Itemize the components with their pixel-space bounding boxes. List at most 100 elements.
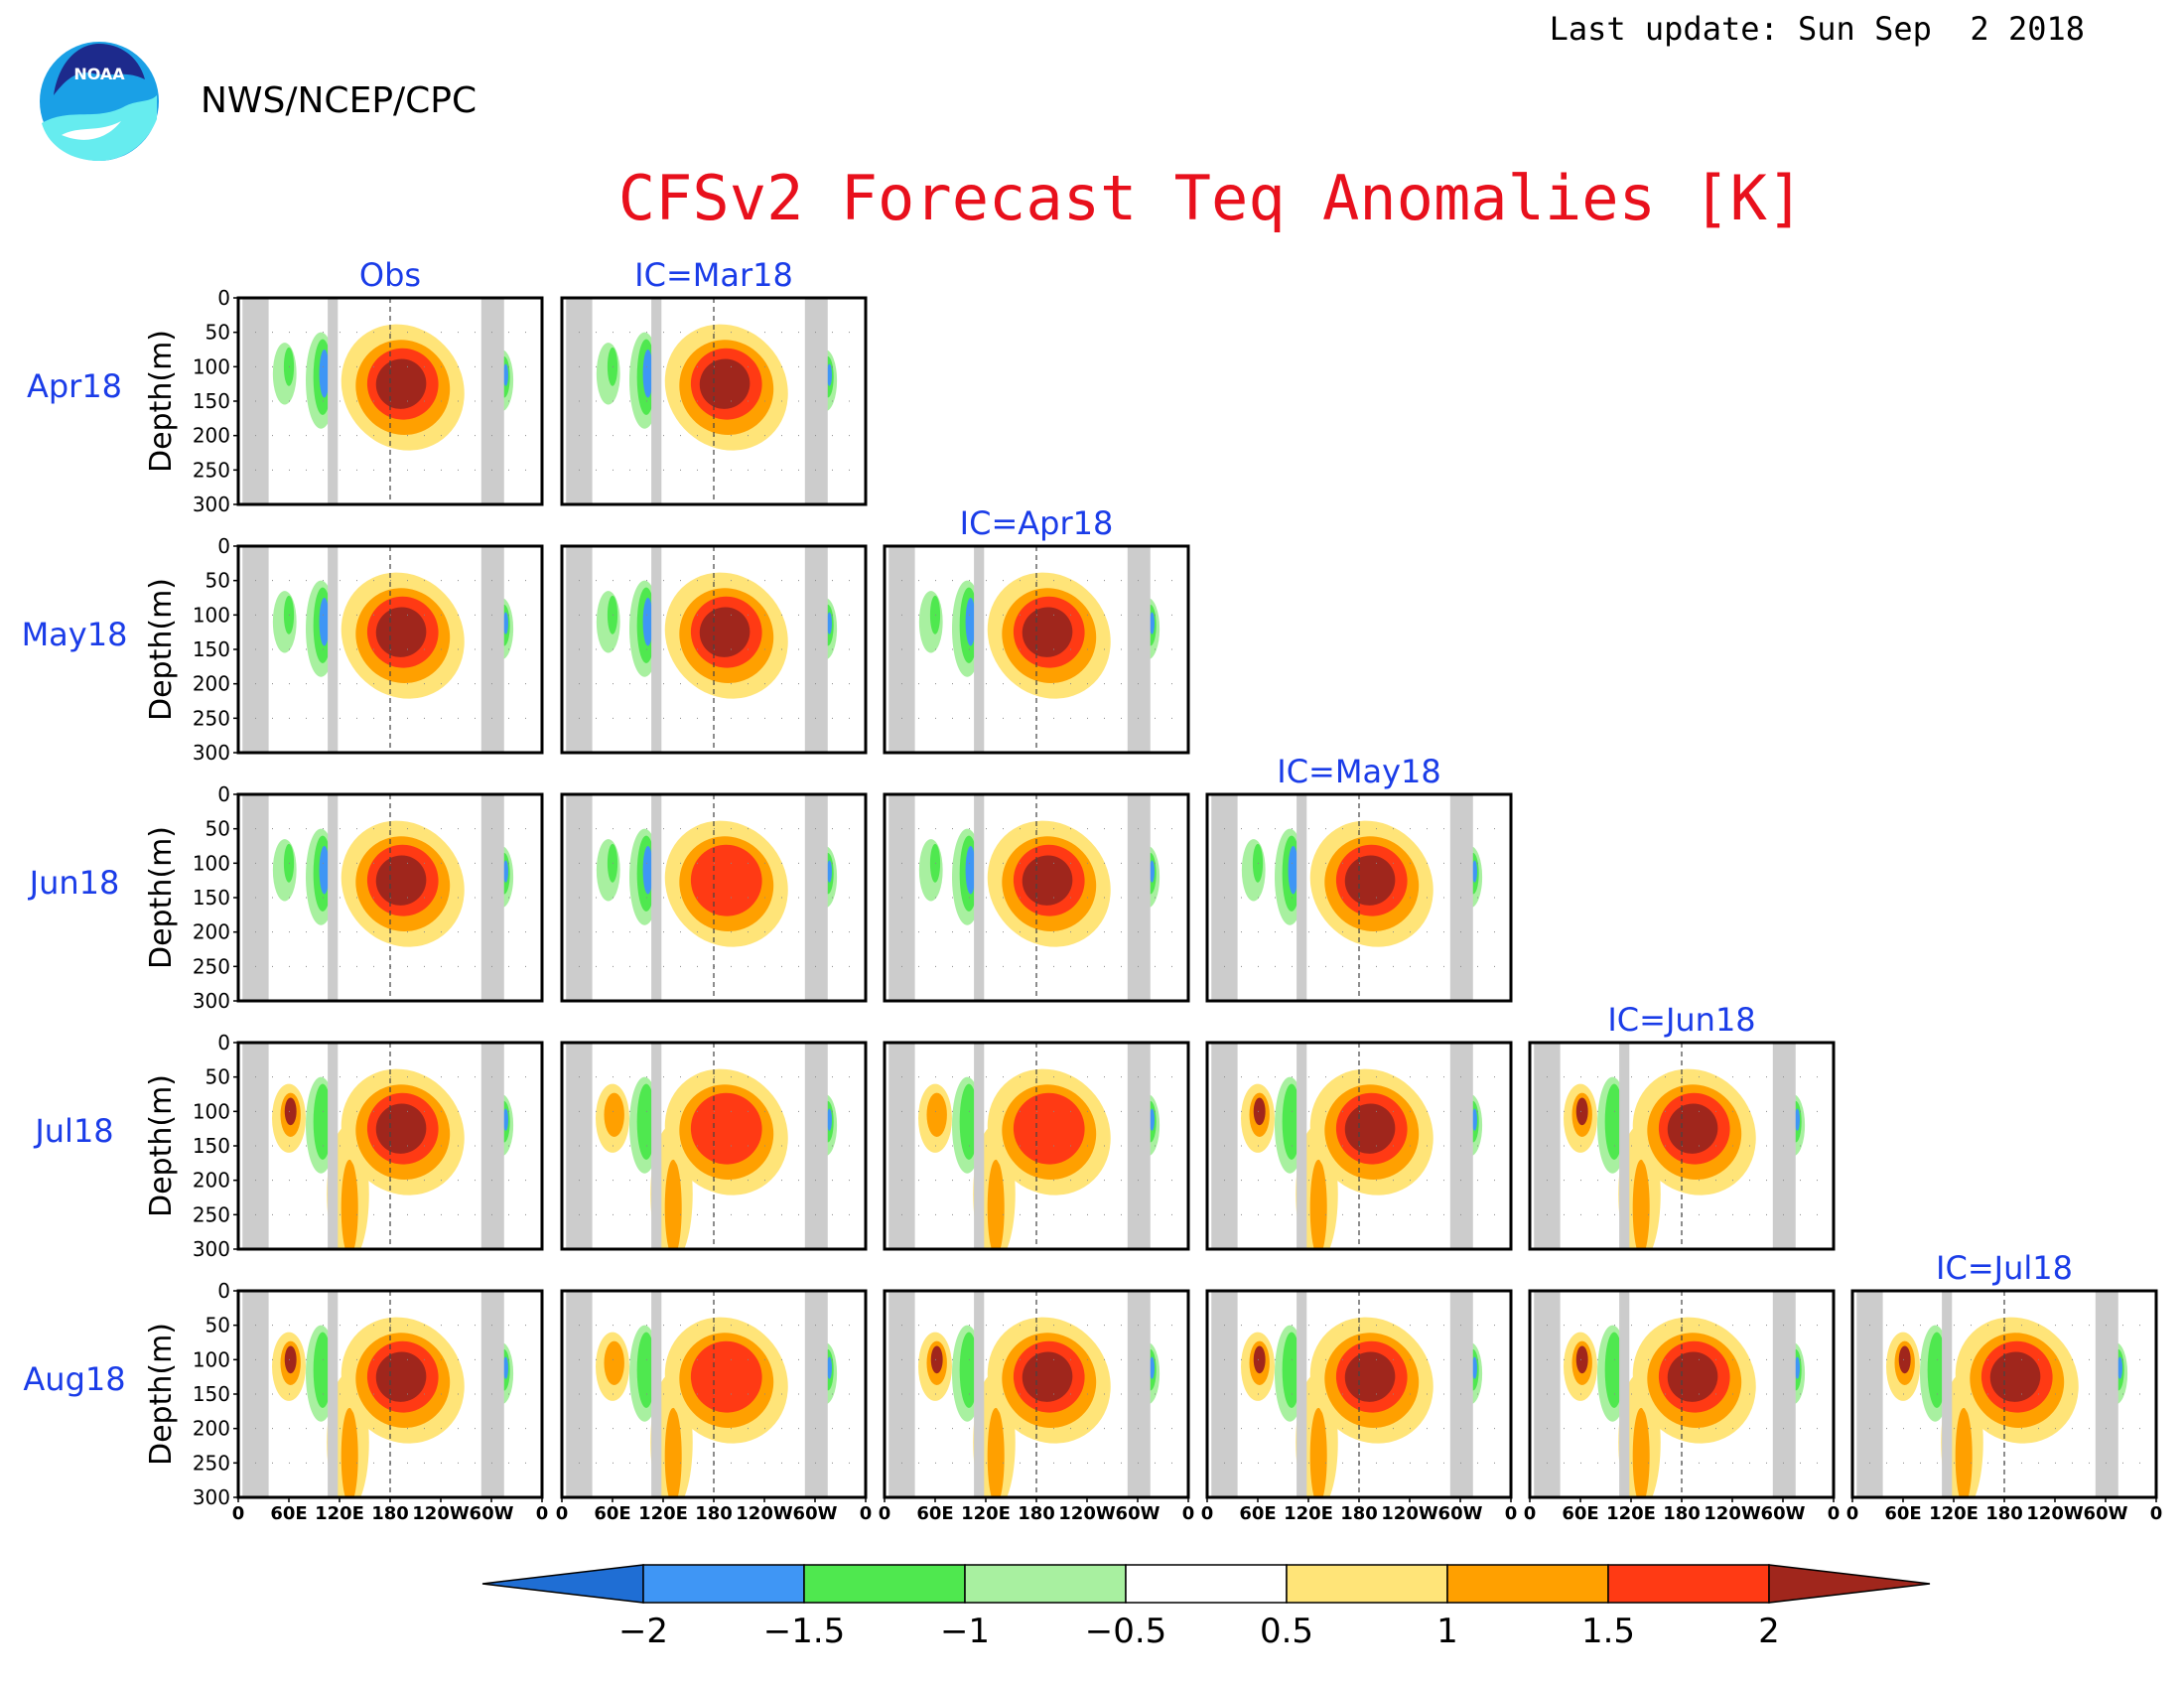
- colorbar-label: −1.5: [763, 1612, 846, 1651]
- x-tick-label: 120W: [1058, 1503, 1116, 1524]
- land-mask: [1297, 1291, 1307, 1497]
- x-tick-label: 60W: [470, 1503, 514, 1524]
- land-mask: [974, 1291, 985, 1497]
- x-tick-label: 180: [1340, 1503, 1378, 1524]
- land-mask: [651, 298, 662, 504]
- forecast-panel: 0 60E 120E 180 120W 60W 0: [1201, 1289, 1517, 1524]
- forecast-panel: 0 60E 120E 180 120W 60W 0: [1846, 1289, 2162, 1524]
- land-mask: [974, 794, 985, 1001]
- x-tick-label: 60W: [2084, 1503, 2128, 1524]
- panel-header: IC=Mar18: [634, 256, 793, 294]
- x-tick-label: 60W: [793, 1503, 838, 1524]
- land-mask: [804, 1043, 828, 1249]
- x-tick-label: 120E: [315, 1503, 364, 1524]
- x-tick-label: 0: [536, 1503, 549, 1524]
- y-tick-label: 200: [193, 1417, 230, 1441]
- forecast-panel: 0 50 100 150 200 250 300 Depth(m): [144, 782, 544, 1013]
- y-tick-label: 100: [193, 1099, 230, 1123]
- x-tick-label: 0: [1524, 1503, 1537, 1524]
- forecast-panel: [560, 1041, 868, 1251]
- agency-label: NWS/NCEP/CPC: [201, 80, 477, 121]
- y-tick-label: 200: [193, 424, 230, 448]
- panel-header: IC=Apr18: [960, 504, 1114, 542]
- land-mask: [480, 794, 504, 1001]
- row-label: Aug18: [23, 1360, 125, 1398]
- y-tick-label: 250: [193, 706, 230, 730]
- colorbar-label: −2: [618, 1612, 668, 1651]
- y-tick-label: 300: [193, 492, 230, 516]
- y-tick-label: 150: [193, 1134, 230, 1158]
- y-tick-label: 250: [193, 954, 230, 978]
- land-mask: [651, 546, 662, 753]
- x-tick-label: 120W: [412, 1503, 470, 1524]
- x-tick-label: 60W: [1761, 1503, 1806, 1524]
- forecast-panel: 0 50 100 150 200 250 300 Depth(m): [144, 534, 544, 765]
- forecast-panel: [1528, 1041, 1836, 1251]
- forecast-panel: 0 50 100 150 200 250 300 Depth(m) 0 60E 120E 180 120…: [144, 1279, 548, 1524]
- land-mask: [651, 1291, 662, 1497]
- forecast-panel: [883, 792, 1190, 1003]
- x-tick-label: 180: [1018, 1503, 1055, 1524]
- colorbar-swatch: [1607, 1564, 1770, 1604]
- land-mask: [804, 298, 828, 504]
- row-label: May18: [22, 616, 128, 653]
- y-tick-label: 50: [205, 321, 230, 345]
- y-tick-label: 50: [205, 817, 230, 841]
- x-tick-label: 120E: [1284, 1503, 1333, 1524]
- y-tick-label: 50: [205, 1065, 230, 1089]
- land-mask: [1297, 1043, 1307, 1249]
- land-mask: [2095, 1291, 2118, 1497]
- panel-header: IC=Jul18: [1936, 1249, 2073, 1287]
- x-tick-label: 180: [1663, 1503, 1701, 1524]
- colorbar-high-arrow: [1768, 1564, 1931, 1604]
- row-label: Jun18: [28, 864, 120, 902]
- y-tick-label: 250: [193, 1451, 230, 1475]
- land-mask: [328, 794, 339, 1001]
- chart-title: CFSv2 Forecast Teq Anomalies [K]: [618, 162, 1804, 234]
- y-tick-label: 100: [193, 1347, 230, 1371]
- colorbar-label: 2: [1758, 1612, 1780, 1651]
- y-tick-label: 150: [193, 886, 230, 910]
- x-tick-label: 60E: [594, 1503, 630, 1524]
- x-tick-label: 0: [1182, 1503, 1195, 1524]
- land-mask: [480, 1043, 504, 1249]
- x-tick-label: 120E: [638, 1503, 688, 1524]
- land-mask: [1942, 1291, 1953, 1497]
- row-label: Apr18: [27, 367, 122, 405]
- land-mask: [328, 1291, 339, 1497]
- x-tick-label: 180: [1985, 1503, 2023, 1524]
- y-axis-label: Depth(m): [144, 578, 179, 721]
- land-mask: [974, 1043, 985, 1249]
- forecast-panel: [560, 792, 868, 1003]
- land-mask: [1297, 794, 1307, 1001]
- land-mask: [1127, 546, 1151, 753]
- colorbar-swatch: [1125, 1564, 1288, 1604]
- land-mask: [1619, 1043, 1630, 1249]
- y-tick-label: 250: [193, 1202, 230, 1226]
- y-tick-label: 100: [193, 354, 230, 378]
- land-mask: [1619, 1291, 1630, 1497]
- land-mask: [480, 546, 504, 753]
- x-tick-label: 60E: [270, 1503, 307, 1524]
- colorbar-label: 1.5: [1581, 1612, 1635, 1651]
- y-tick-label: 100: [193, 851, 230, 875]
- land-mask: [1449, 794, 1473, 1001]
- land-mask: [1127, 1043, 1151, 1249]
- land-mask: [1127, 1291, 1151, 1497]
- forecast-panel: [560, 544, 868, 755]
- x-tick-label: 180: [371, 1503, 409, 1524]
- panel-header: Obs: [359, 256, 421, 294]
- x-tick-label: 0: [1846, 1503, 1859, 1524]
- land-mask: [1772, 1043, 1796, 1249]
- colorbar-label: −0.5: [1085, 1612, 1167, 1651]
- x-tick-label: 60W: [1116, 1503, 1160, 1524]
- y-axis-label: Depth(m): [144, 1074, 179, 1217]
- y-tick-label: 150: [193, 1382, 230, 1406]
- y-axis-label: Depth(m): [144, 826, 179, 969]
- y-tick-label: 300: [193, 741, 230, 765]
- y-tick-label: 0: [217, 1031, 230, 1055]
- colorbar-low-arrow: [481, 1564, 644, 1604]
- x-tick-label: 60W: [1438, 1503, 1483, 1524]
- land-mask: [480, 1291, 504, 1497]
